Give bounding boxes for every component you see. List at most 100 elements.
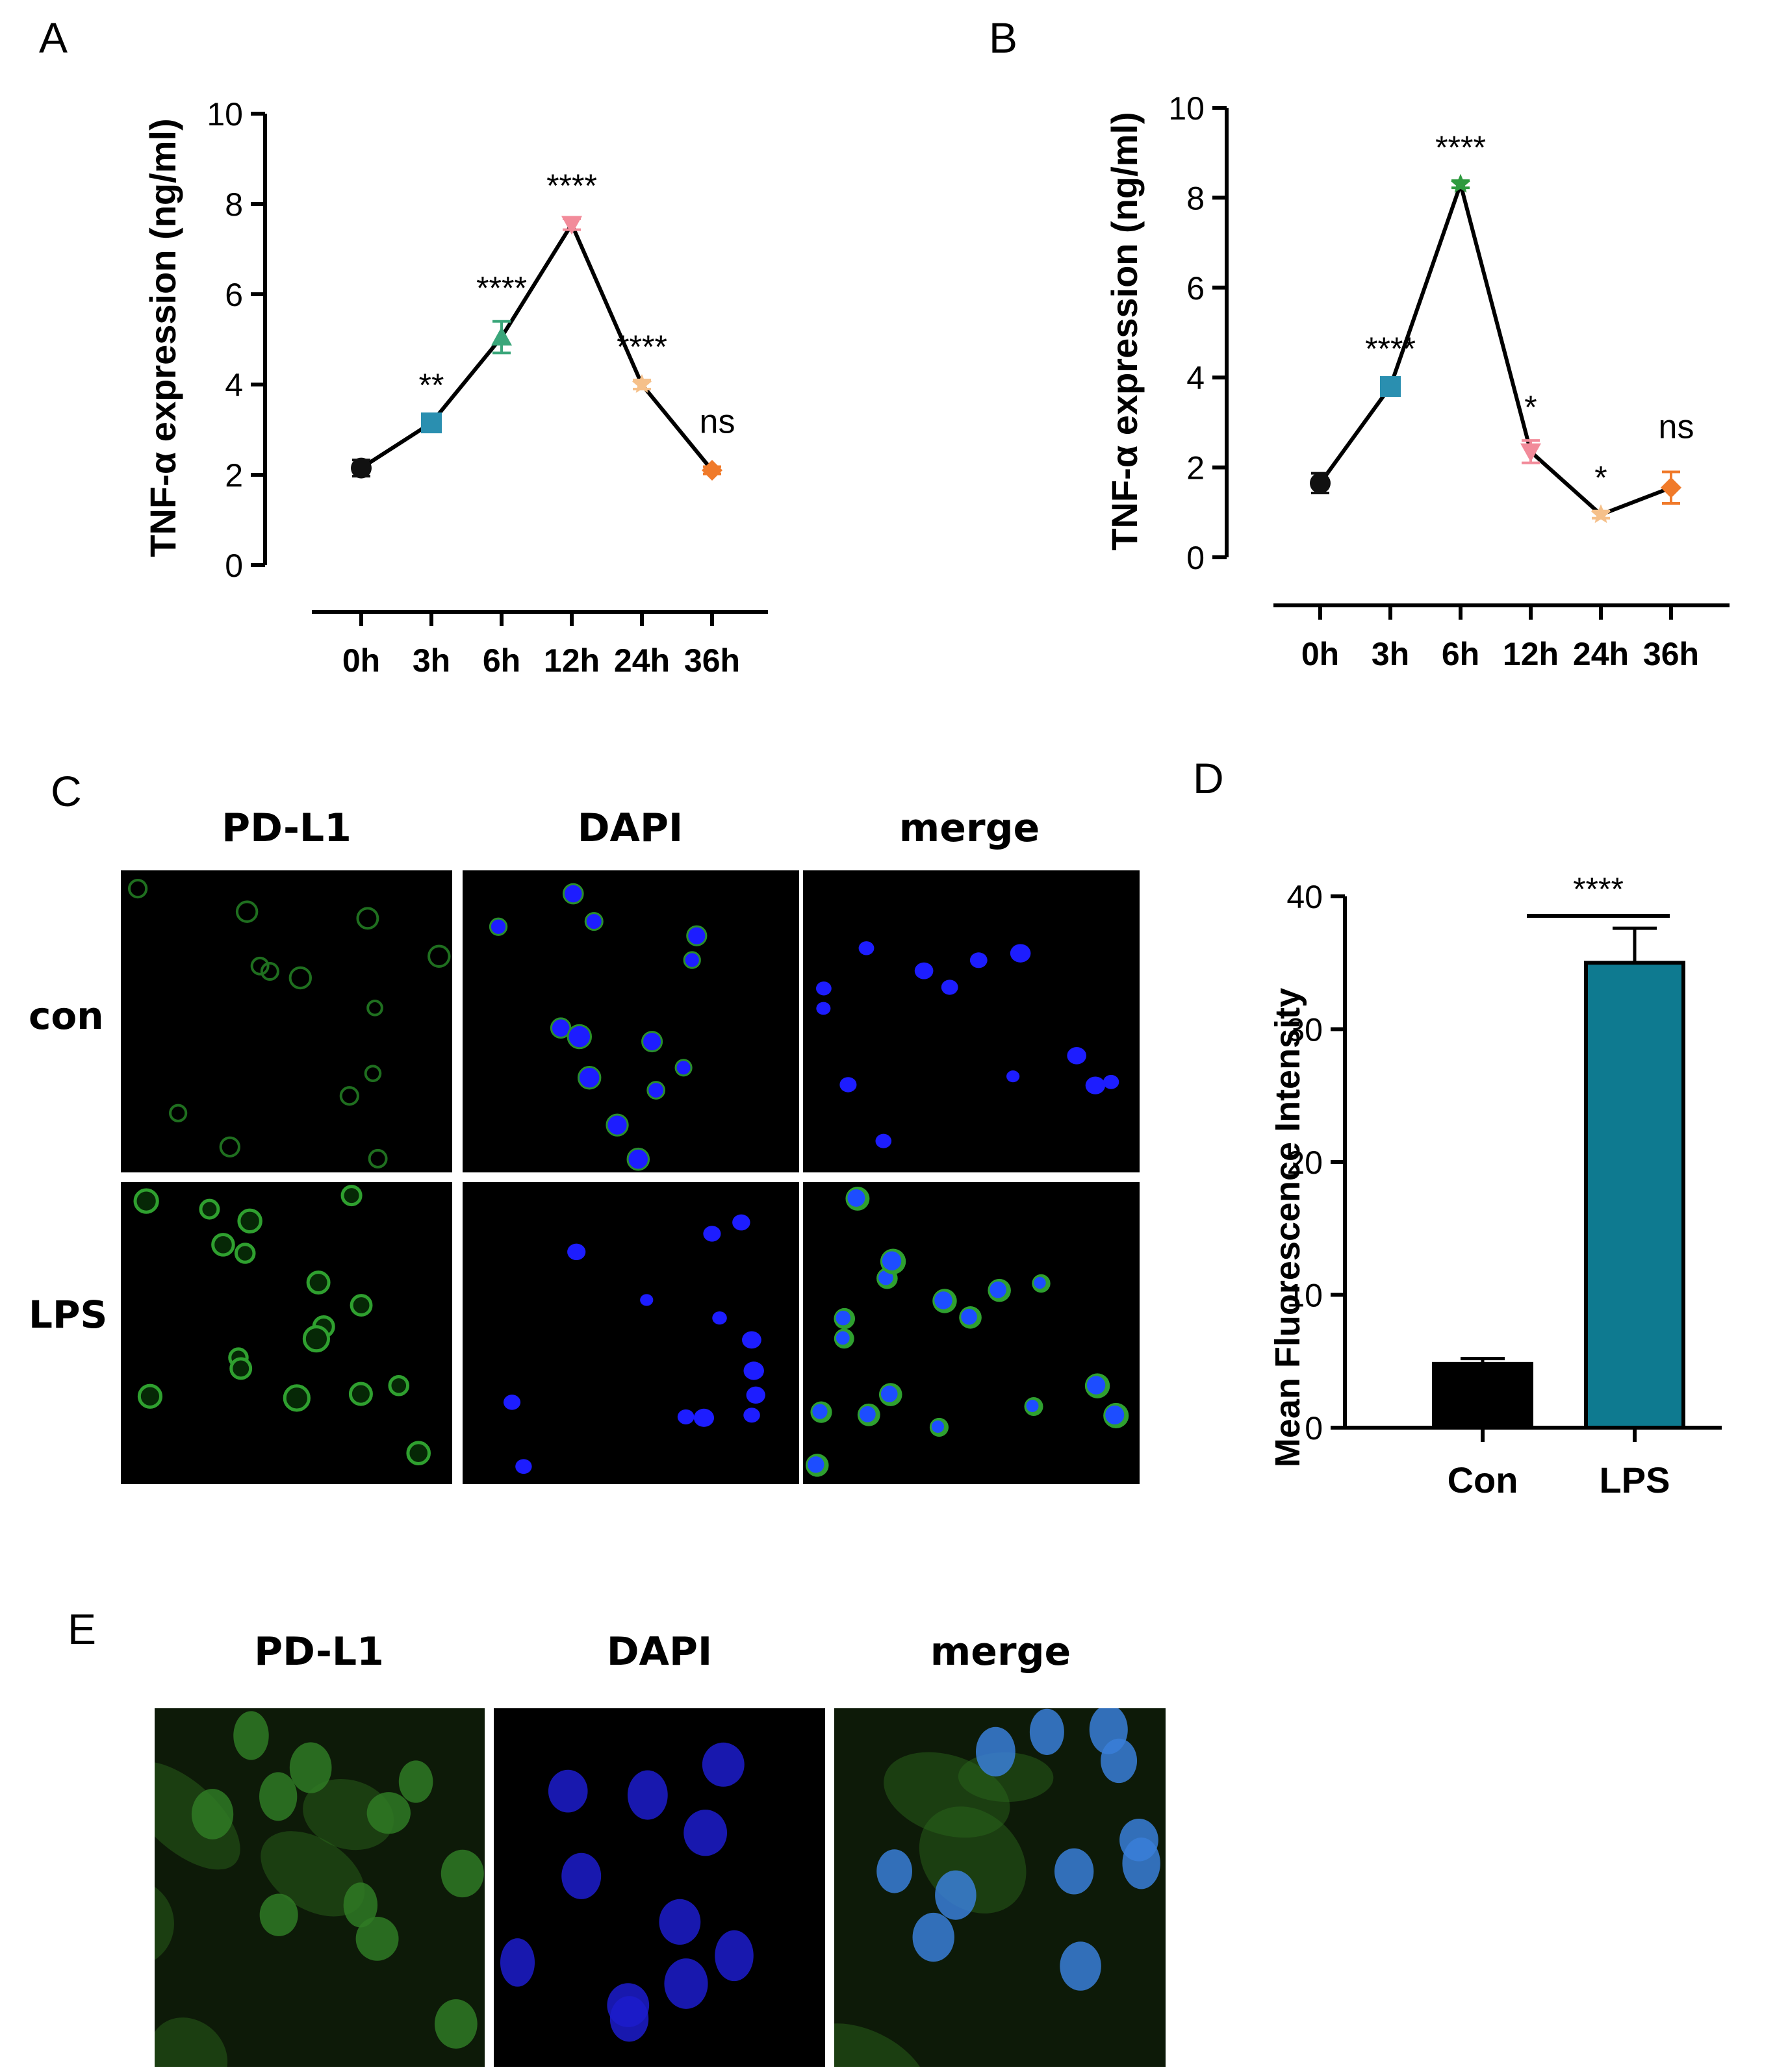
significance-label: * (1594, 460, 1607, 496)
nucleus (548, 1769, 588, 1813)
panel-letter-d: D (1193, 754, 1224, 802)
chart-d-ylabel: Mean Fluorescence Intensity (1268, 988, 1307, 1467)
cell (229, 1357, 253, 1380)
panel-letter-c: C (51, 767, 82, 815)
nucleus (259, 1772, 298, 1821)
significance-label: ns (700, 403, 735, 440)
series-line (1318, 177, 1672, 517)
nucleus (641, 1031, 663, 1053)
nucleus (934, 1291, 952, 1309)
cell (348, 1382, 373, 1406)
panel-c-row-lps: LPS (29, 1293, 108, 1337)
nucleus (607, 1983, 650, 2027)
nucleus (836, 1331, 850, 1345)
cell (133, 1188, 159, 1214)
nucleus (366, 1792, 411, 1834)
y-tick-label: 10 (1168, 90, 1205, 127)
nucleus (1029, 1708, 1064, 1755)
significance-label: ns (1659, 409, 1694, 446)
nucleus (1067, 1046, 1086, 1065)
y-tick-label: 6 (1186, 270, 1205, 307)
cell (128, 879, 148, 899)
cell (340, 1185, 363, 1207)
nucleus (562, 883, 584, 905)
nucleus (1026, 1399, 1039, 1412)
nucleus (878, 1270, 893, 1285)
cytoplasm (155, 1762, 240, 1870)
panel-letter-e: E (68, 1605, 97, 1653)
data-point (702, 460, 722, 481)
data-point (491, 327, 512, 346)
y-tick-label: 0 (225, 548, 243, 584)
nucleus (914, 962, 934, 979)
x-tick-label: 3h (1372, 636, 1409, 672)
y-tick-label: 2 (1186, 450, 1205, 486)
cell (366, 999, 383, 1017)
significance-label: * (1524, 389, 1537, 425)
nucleus (577, 1066, 602, 1090)
cell (260, 961, 279, 981)
nucleus (935, 1870, 977, 1920)
nucleus (836, 1310, 851, 1326)
nucleus (1105, 1405, 1125, 1425)
micrograph-con-dapi (463, 870, 799, 1172)
nucleus (567, 1243, 586, 1261)
nucleus (743, 1408, 760, 1423)
y-tick-label: 10 (207, 96, 243, 133)
significance-label: ** (419, 367, 444, 403)
y-tick-label: 0 (1186, 540, 1205, 576)
panel-letter-b: B (989, 14, 1018, 62)
chart-d: Mean Fluorescence Intensity 0 10 20 30 40 Con… (1268, 871, 1722, 1500)
x-tick-label: 24h (614, 642, 670, 679)
nucleus (489, 917, 508, 936)
cell (234, 1243, 256, 1264)
cell (428, 944, 451, 968)
data-point (1661, 477, 1681, 498)
nucleus (912, 1912, 954, 1962)
nucleus (441, 1849, 484, 1898)
nucleus (584, 912, 604, 931)
nucleus (683, 1810, 728, 1856)
cell (350, 1294, 373, 1317)
data-point (1310, 472, 1331, 494)
nucleus (355, 1917, 399, 1961)
panel-e-header-merge: merge (930, 1629, 1071, 1674)
micrograph-con-merge (803, 870, 1140, 1172)
cell (283, 1384, 311, 1412)
nucleus (859, 1406, 876, 1422)
nucleus (398, 1760, 433, 1803)
nucleus (969, 952, 988, 968)
x-tick-label: 6h (483, 642, 520, 679)
cell (137, 1383, 163, 1409)
data-point (1520, 443, 1541, 462)
nucleus (567, 1024, 593, 1050)
cell (219, 1136, 240, 1157)
nucleus (515, 1459, 532, 1474)
nucleus (808, 1456, 824, 1473)
cell (235, 900, 259, 923)
nucleus (1119, 1818, 1158, 1862)
x-tick-label: 0h (1301, 636, 1339, 672)
cytoplasm (261, 1831, 365, 1917)
nucleus (876, 1849, 912, 1893)
nucleus (606, 1113, 629, 1137)
cell (364, 1065, 382, 1082)
significance-label: **** (1435, 129, 1486, 166)
nucleus (626, 1147, 650, 1171)
x-tick-label: 3h (413, 642, 450, 679)
y-tick-label: 8 (225, 186, 243, 223)
x-tick-label: 36h (1643, 636, 1699, 672)
nucleus (683, 951, 701, 969)
cytoplasm (155, 2017, 228, 2067)
micrograph-lps-dapi (463, 1182, 799, 1484)
nucleus (503, 1395, 521, 1410)
chart-b: TNF-α expression (ng/ml) 0 2 4 6 8 10 0h 3h 6h 12… (1104, 90, 1730, 672)
x-tick-label: LPS (1600, 1459, 1670, 1500)
micrograph-e-pdl1 (155, 1708, 485, 2067)
y-tick-label: 8 (1186, 180, 1205, 216)
series-line (360, 220, 714, 472)
data-point (561, 216, 582, 235)
nucleus (812, 1404, 828, 1419)
x-tick-label: 12h (544, 642, 600, 679)
